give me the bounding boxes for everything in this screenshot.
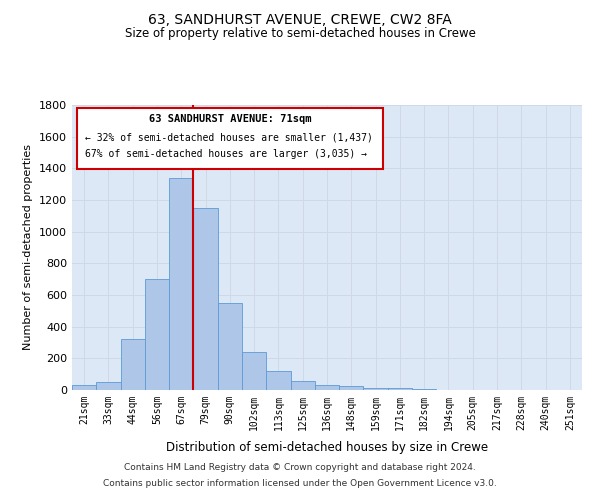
Bar	[96, 382, 121, 390]
Text: 63, SANDHURST AVENUE, CREWE, CW2 8FA: 63, SANDHURST AVENUE, CREWE, CW2 8FA	[148, 12, 452, 26]
Text: Size of property relative to semi-detached houses in Crewe: Size of property relative to semi-detach…	[125, 28, 475, 40]
Bar	[412, 389, 436, 390]
Bar	[339, 386, 364, 390]
Text: Contains HM Land Registry data © Crown copyright and database right 2024.: Contains HM Land Registry data © Crown c…	[124, 464, 476, 472]
Bar	[315, 385, 339, 390]
Bar	[266, 371, 290, 390]
Bar	[290, 380, 315, 390]
Text: Contains public sector information licensed under the Open Government Licence v3: Contains public sector information licen…	[103, 478, 497, 488]
Bar	[145, 279, 169, 390]
Bar	[72, 385, 96, 390]
Text: 63 SANDHURST AVENUE: 71sqm: 63 SANDHURST AVENUE: 71sqm	[149, 114, 311, 124]
Bar	[121, 340, 145, 390]
Y-axis label: Number of semi-detached properties: Number of semi-detached properties	[23, 144, 34, 350]
Bar	[388, 388, 412, 390]
Bar	[364, 388, 388, 390]
Bar	[193, 208, 218, 390]
FancyBboxPatch shape	[77, 108, 383, 169]
Text: 67% of semi-detached houses are larger (3,035) →: 67% of semi-detached houses are larger (…	[85, 149, 367, 159]
Bar	[242, 352, 266, 390]
Bar	[218, 303, 242, 390]
X-axis label: Distribution of semi-detached houses by size in Crewe: Distribution of semi-detached houses by …	[166, 441, 488, 454]
Text: ← 32% of semi-detached houses are smaller (1,437): ← 32% of semi-detached houses are smalle…	[85, 132, 373, 142]
Bar	[169, 178, 193, 390]
